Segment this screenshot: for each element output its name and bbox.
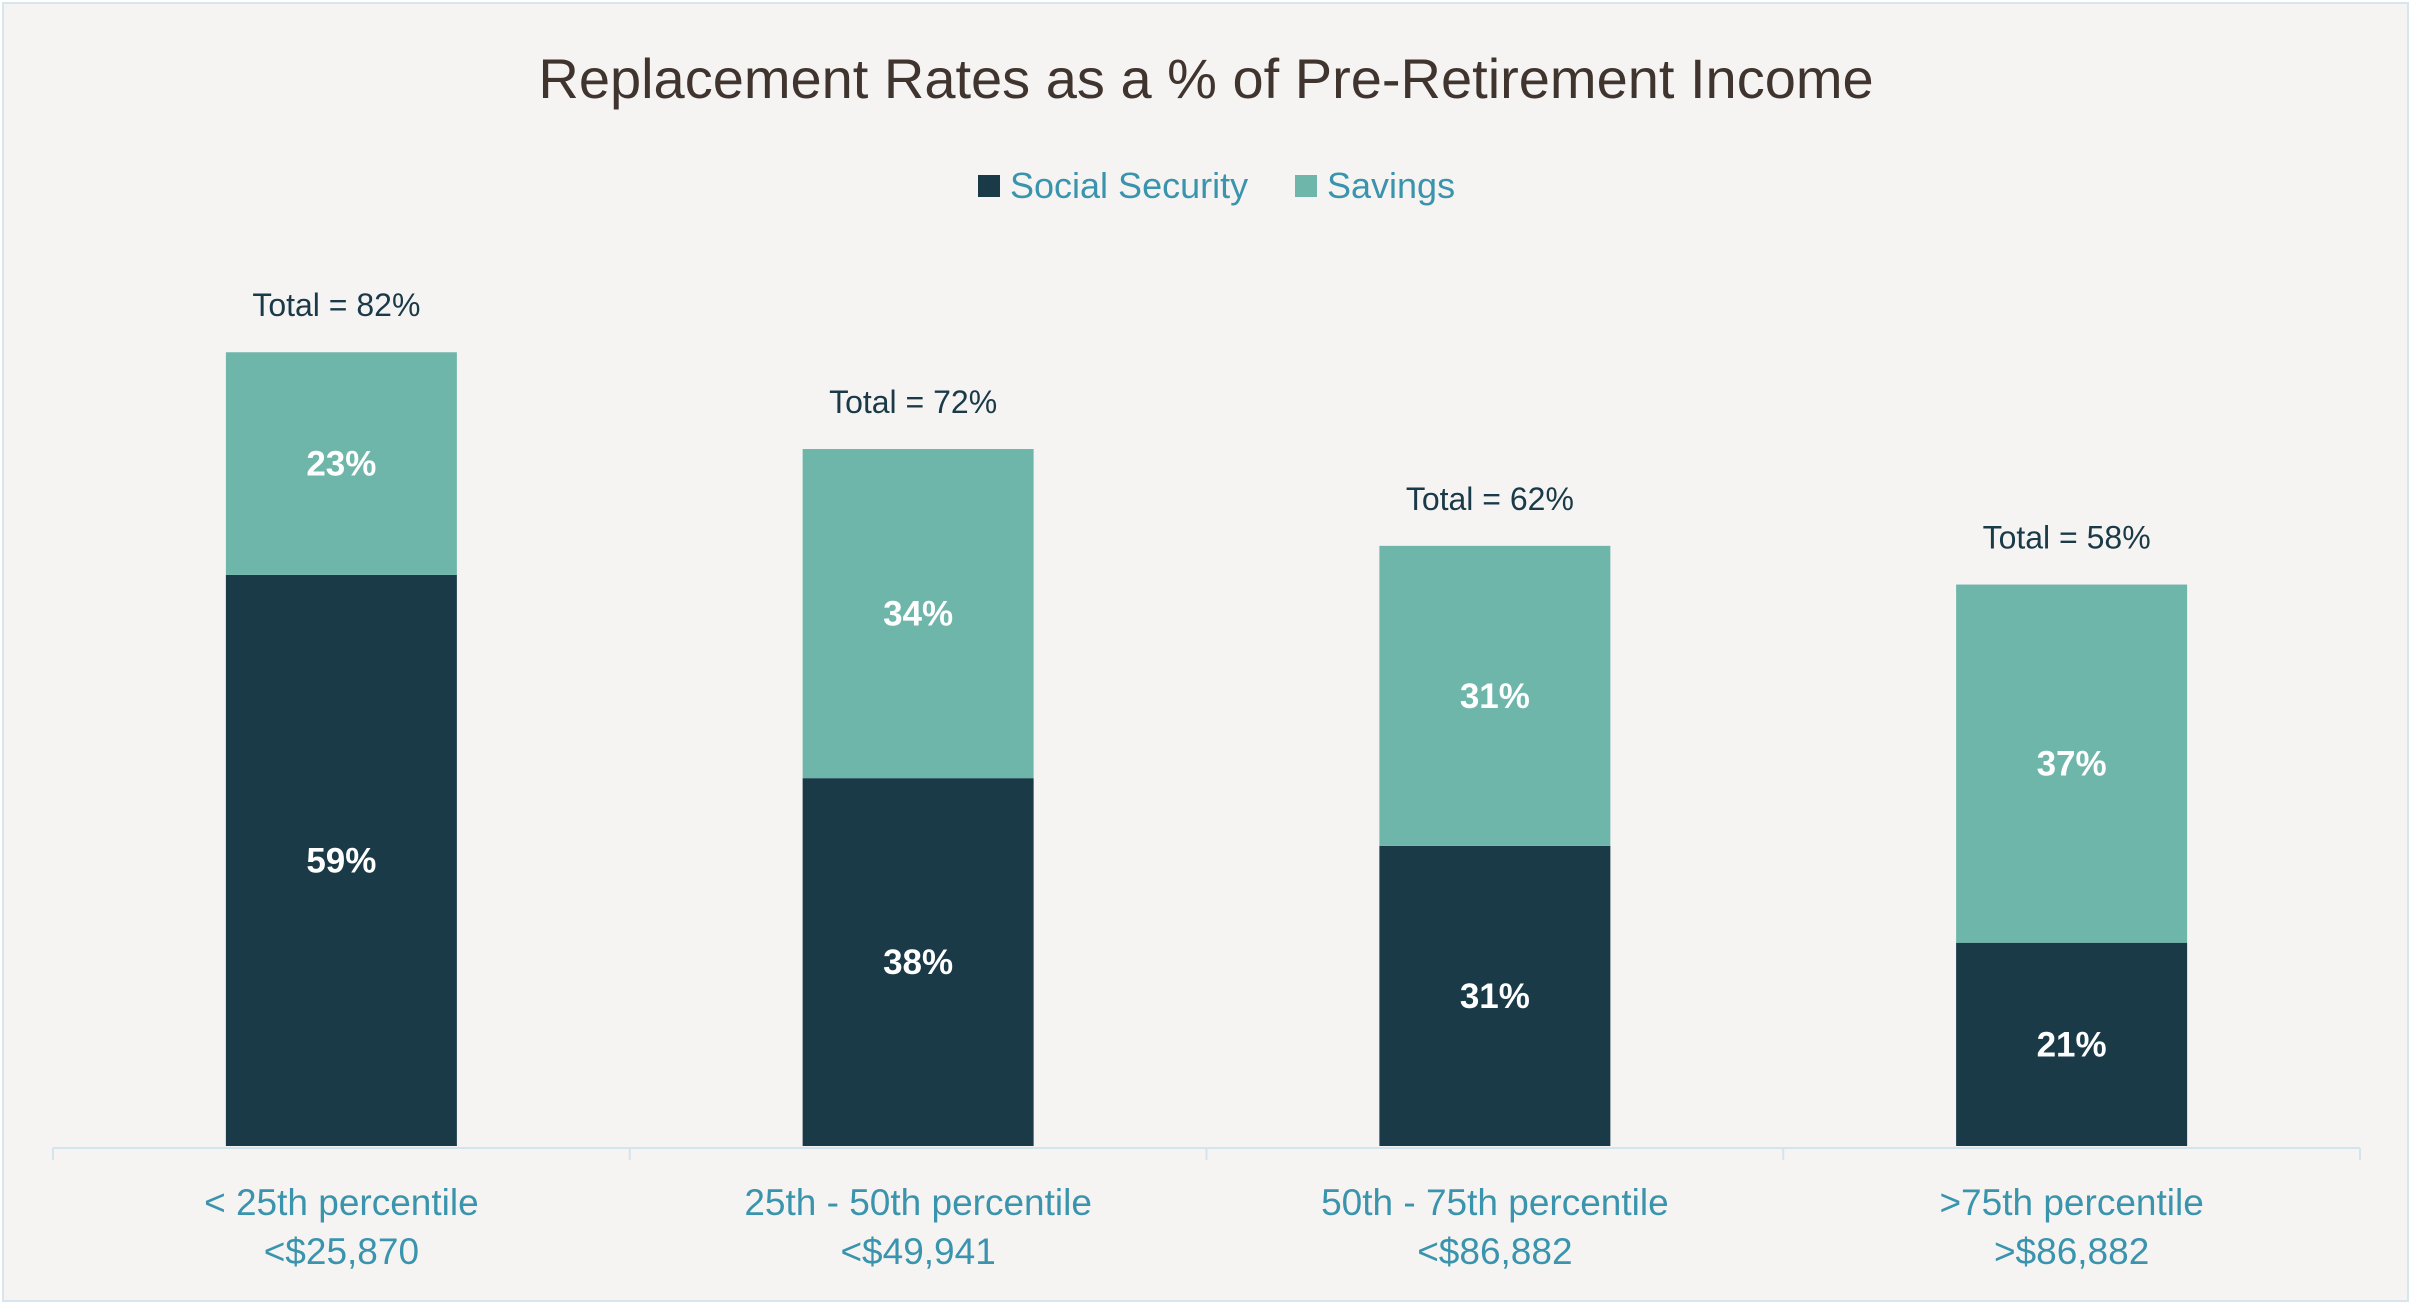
category-label-line-0: 25th - 50th percentile <box>744 1182 1092 1223</box>
bar-segment-social-security <box>802 778 1034 1146</box>
bar-segment-savings <box>802 449 1034 779</box>
category-labels: < 25th percentile <$25,870 25th - 50th per… <box>204 1182 2204 1272</box>
bar-value-label: 31% <box>1460 977 1530 1016</box>
legend-swatch-0 <box>978 175 1000 197</box>
bar-segment-savings <box>1379 545 1611 846</box>
chart-title: Replacement Rates as a % of Pre-Retireme… <box>538 47 1873 110</box>
bar-total-label: Total = 58% <box>1983 520 2151 556</box>
category-label-line-0: 50th - 75th percentile <box>1321 1182 1669 1223</box>
bars-group: 59% 23% Total = 82% 38% 34% Total = 72% 31% 31%… <box>225 287 2188 1146</box>
category-label-line-0: < 25th percentile <box>204 1182 479 1223</box>
bar-value-label: 23% <box>306 445 376 484</box>
bar-value-label: 38% <box>883 943 953 982</box>
bar-total-label: Total = 72% <box>829 384 997 420</box>
bar-value-label: 59% <box>306 841 376 880</box>
category-label-line-1: <$49,941 <box>840 1231 995 1272</box>
legend-label-0: Social Security <box>1010 165 1248 206</box>
category-label-line-0: >75th percentile <box>1939 1182 2203 1223</box>
bar-segment-savings <box>225 352 457 575</box>
bar-total-label: Total = 82% <box>252 287 420 323</box>
legend-label-1: Savings <box>1327 165 1455 206</box>
bar-segment-savings <box>1956 584 2188 943</box>
bar-total-label: Total = 62% <box>1406 481 1574 517</box>
bar-segment-social-security <box>1956 942 2188 1146</box>
bar-value-label: 37% <box>2037 745 2107 784</box>
bar-value-label: 21% <box>2037 1025 2107 1064</box>
category-label-line-1: <$86,882 <box>1417 1231 1572 1272</box>
category-label-line-1: <$25,870 <box>264 1231 419 1272</box>
bar-value-label: 31% <box>1460 677 1530 716</box>
legend-swatch-1 <box>1295 175 1317 197</box>
category-label-line-1: >$86,882 <box>1994 1231 2149 1272</box>
chart-legend: Social Security Savings <box>978 165 1455 206</box>
bar-value-label: 34% <box>883 595 953 634</box>
x-axis-ticks <box>52 1148 2361 1160</box>
bar-segment-social-security <box>225 574 457 1146</box>
bar-segment-social-security <box>1379 845 1611 1146</box>
